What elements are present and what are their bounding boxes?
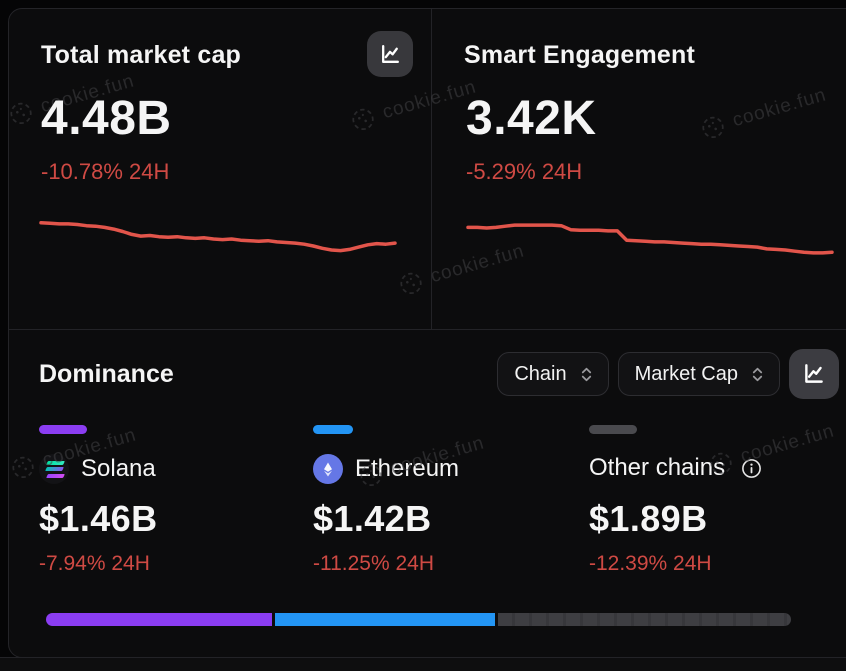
dominance-stacked-bar: [46, 613, 791, 626]
metric-filter-select[interactable]: Market Cap: [617, 352, 780, 396]
ethereum-color-pill: [313, 425, 353, 434]
solana-color-pill: [39, 425, 87, 434]
dominance-chart-button[interactable]: [789, 349, 839, 399]
bar-segment-other-chains: [498, 613, 791, 626]
other-chains-color-pill: [589, 425, 637, 434]
solana-market-cap: $1.46B: [39, 498, 158, 539]
chart-view-button[interactable]: [367, 31, 413, 77]
asset-name: Other chains: [589, 454, 726, 481]
bar-segment-ethereum: [275, 613, 496, 626]
other-chains-market-cap: $1.89B: [589, 498, 708, 539]
engagement-sparkline: [466, 223, 834, 255]
ethereum-icon: [313, 454, 343, 484]
asset-name: Solana: [81, 455, 156, 482]
solana-change: -7.94% 24H: [39, 552, 150, 575]
market-cap-sparkline: [39, 221, 397, 253]
dominance-section: Dominance Chain Market Cap: [9, 330, 846, 657]
smart-engagement-card: Smart Engagement 3.42K -5.29% 24H: [432, 9, 846, 329]
line-chart-icon: [805, 364, 823, 383]
dominance-grid: Solana $1.46B -7.94% 24H E: [39, 422, 846, 592]
smart-engagement-change: -5.29% 24H: [466, 159, 583, 184]
dominance-controls: Chain Market Cap: [497, 349, 839, 399]
card-title: Smart Engagement: [464, 41, 696, 69]
sort-chevrons-icon: [581, 367, 591, 381]
ethereum-market-cap: $1.42B: [313, 498, 432, 539]
next-section-edge: [0, 657, 846, 671]
total-market-cap-change: -10.78% 24H: [41, 159, 170, 184]
metrics-panel: Total market cap 4.48B -10.78% 24H Smart…: [8, 8, 846, 658]
sort-chevrons-icon: [752, 367, 763, 381]
solana-icon: [39, 454, 69, 484]
smart-engagement-value: 3.42K: [466, 92, 597, 145]
solana-column: Solana $1.46B -7.94% 24H: [39, 422, 313, 592]
summary-cards-row: Total market cap 4.48B -10.78% 24H Smart…: [9, 9, 846, 330]
ethereum-column: Ethereum $1.42B -11.25% 24H: [313, 422, 589, 592]
dominance-title: Dominance: [39, 359, 174, 388]
other-chains-change: -12.39% 24H: [589, 552, 712, 575]
info-icon[interactable]: [741, 458, 762, 479]
total-market-cap-card: Total market cap 4.48B -10.78% 24H: [9, 9, 432, 329]
line-chart-icon: [381, 44, 399, 63]
ethereum-change: -11.25% 24H: [313, 552, 435, 575]
bar-segment-solana: [46, 613, 273, 626]
card-title: Total market cap: [41, 41, 242, 69]
other-chains-column: Other chains $1.89B -12.39% 24H: [589, 422, 846, 592]
total-market-cap-value: 4.48B: [41, 92, 172, 145]
asset-name: Ethereum: [355, 455, 460, 482]
chain-filter-select[interactable]: Chain: [497, 352, 609, 396]
